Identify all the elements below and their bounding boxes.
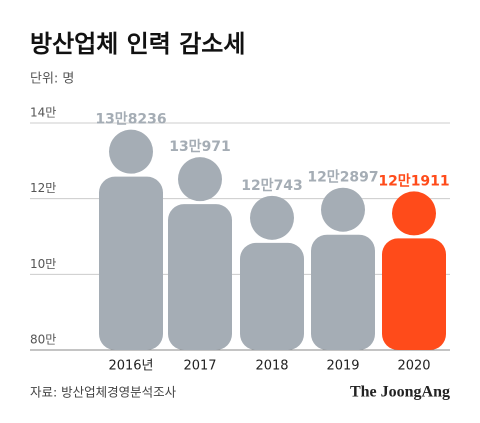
person-body bbox=[382, 238, 446, 350]
y-tick-label: 10만 bbox=[30, 257, 56, 271]
y-tick-label: 12만 bbox=[30, 181, 56, 195]
x-tick-label: 2020 bbox=[397, 359, 430, 374]
value-label: 13만8236 bbox=[95, 112, 166, 128]
chart-title: 방산업체 인력 감소세 bbox=[30, 30, 245, 58]
x-tick-label: 2016년 bbox=[108, 359, 153, 374]
value-label: 12만743 bbox=[241, 178, 303, 194]
x-tick-label: 2019 bbox=[326, 359, 359, 374]
person-head bbox=[109, 129, 153, 174]
person bbox=[99, 129, 163, 350]
value-label: 12만1911 bbox=[378, 173, 449, 189]
person-head bbox=[178, 157, 222, 202]
person bbox=[168, 157, 232, 350]
person-head bbox=[250, 195, 294, 240]
person-body bbox=[311, 234, 375, 350]
y-tick-label: 80만 bbox=[30, 333, 56, 347]
person bbox=[240, 195, 304, 350]
logo: The JoongAng bbox=[350, 384, 450, 401]
person-head bbox=[392, 191, 436, 236]
source: 자료: 방산업체경영분석조사 bbox=[30, 385, 177, 400]
person bbox=[311, 187, 375, 350]
person-head bbox=[321, 187, 365, 232]
person-body bbox=[99, 176, 163, 350]
person-body bbox=[240, 242, 304, 350]
x-tick-label: 2018 bbox=[255, 359, 288, 374]
value-label: 12만2897 bbox=[307, 170, 378, 186]
unit-note: 단위: 명 bbox=[30, 72, 74, 87]
person bbox=[382, 191, 446, 350]
y-tick-label: 14만 bbox=[30, 106, 56, 120]
person-body bbox=[168, 204, 232, 350]
value-label: 13만971 bbox=[169, 139, 231, 155]
x-tick-label: 2017 bbox=[183, 359, 216, 374]
